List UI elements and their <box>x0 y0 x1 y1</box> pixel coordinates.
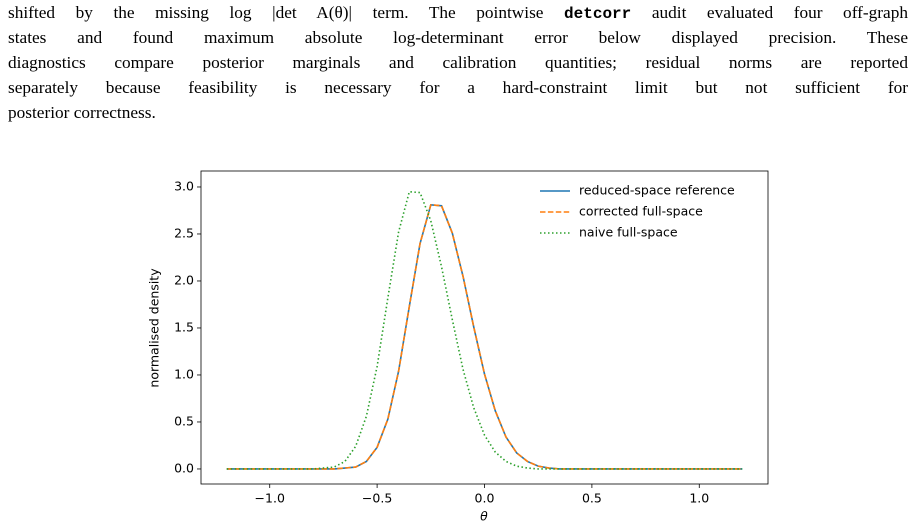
y-axis-label: normalised density <box>147 268 162 388</box>
y-tick-label: 1.5 <box>174 319 194 334</box>
legend-label: naive full-space <box>579 225 678 240</box>
math: log |det A(θ)| <box>229 3 353 22</box>
text: shifted by the missing <box>8 3 230 22</box>
x-tick-label: 0.5 <box>582 491 602 506</box>
y-tick-label: 2.0 <box>174 272 194 287</box>
y-tick-label: 0.0 <box>174 460 194 475</box>
plot-frame <box>200 170 769 485</box>
text-line: shifted by the missing log |det A(θ)| te… <box>8 0 908 25</box>
y-tick-label: 0.5 <box>174 413 194 428</box>
y-tick-label: 2.5 <box>174 225 194 240</box>
legend-label: corrected full-space <box>579 204 703 219</box>
x-tick-label: −0.5 <box>362 491 392 506</box>
y-tick-label: 1.0 <box>174 366 194 381</box>
legend-label: reduced-space reference <box>579 183 735 198</box>
x-tick-label: 0.0 <box>475 491 495 506</box>
text-line: diagnostics compare posterior marginals … <box>8 53 908 72</box>
text-line: states and found maximum absolute log-de… <box>8 28 908 47</box>
text: term. The pointwise <box>352 3 565 22</box>
y-tick-label: 3.0 <box>174 178 194 193</box>
x-tick-label: 1.0 <box>689 491 709 506</box>
text: audit evaluated four off-graph <box>631 3 908 22</box>
text-line: separately because feasibility is necess… <box>8 78 908 97</box>
series-line <box>226 203 743 470</box>
text-line: posterior correctness. <box>8 103 156 122</box>
x-axis-label: θ <box>480 509 488 524</box>
code: detcorr <box>564 5 632 23</box>
series-line <box>226 203 743 470</box>
paragraph: shifted by the missing log |det A(θ)| te… <box>8 0 908 125</box>
x-tick-label: −1.0 <box>255 491 285 506</box>
series-line <box>226 190 743 470</box>
